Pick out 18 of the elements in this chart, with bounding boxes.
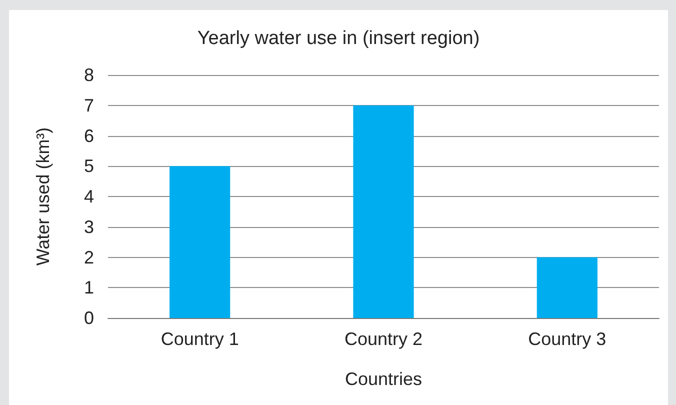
y-tick-label: 4 — [84, 186, 94, 206]
chart-title: Yearly water use in (insert region) — [197, 28, 480, 49]
y-tick-label: 1 — [84, 278, 94, 298]
y-tick-label: 0 — [84, 308, 94, 328]
y-axis-title: Water used (km³) — [33, 127, 53, 266]
bar — [353, 105, 414, 318]
y-tick-label: 5 — [84, 156, 94, 176]
y-tick-label: 7 — [84, 95, 94, 116]
x-tick-label: Country 3 — [528, 329, 606, 349]
y-tick-label: 8 — [84, 65, 94, 85]
y-tick-label: 3 — [84, 216, 94, 237]
x-axis-title: Countries — [344, 369, 422, 389]
y-tick-label: 6 — [84, 126, 94, 146]
x-tick-label: Country 1 — [160, 329, 239, 349]
x-tick-label: Country 2 — [344, 329, 423, 349]
bar — [536, 257, 598, 318]
bar — [170, 166, 230, 318]
y-tick-label: 2 — [84, 247, 94, 268]
